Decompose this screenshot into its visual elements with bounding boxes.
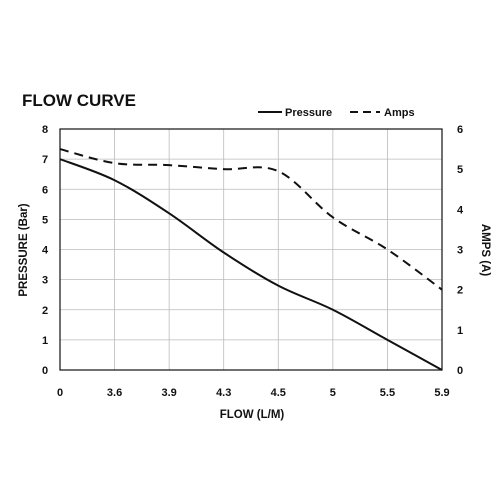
grid-lines — [60, 129, 442, 370]
x-tick-label: 5.9 — [434, 387, 449, 399]
plot-frame — [59, 128, 443, 371]
y-right-tick-label: 5 — [457, 164, 463, 176]
y-right-tick-label: 3 — [457, 245, 463, 257]
legend-label-amps: Amps — [384, 107, 415, 119]
y-left-tick-label: 0 — [42, 365, 48, 377]
x-tick-label: 4.3 — [216, 387, 231, 399]
y-right-tick-label: 2 — [457, 285, 463, 297]
y-left-tick-label: 8 — [42, 124, 48, 136]
y-left-tick-label: 3 — [42, 275, 48, 287]
series-line-pressure — [59, 158, 443, 371]
y-left-tick-label: 7 — [42, 154, 48, 166]
y-left-tick-label: 6 — [42, 184, 48, 196]
y-left-tick-label: 2 — [42, 305, 48, 317]
y-left-axis-label: PRESSURE (Bar) — [18, 203, 30, 296]
x-axis-label: FLOW (L/M) — [220, 409, 285, 421]
legend: Pressure Amps — [258, 107, 415, 119]
y-left-tick-labels: 0 1 2 3 4 5 6 7 8 — [42, 124, 49, 377]
y-right-tick-label: 1 — [457, 325, 463, 337]
y-right-tick-label: 4 — [457, 204, 464, 216]
y-right-tick-labels: 0 1 2 3 4 5 6 — [457, 124, 464, 377]
x-tick-label: 0 — [57, 387, 63, 399]
y-right-axis-label: AMPS (A) — [479, 224, 491, 277]
legend-label-pressure: Pressure — [285, 107, 332, 119]
x-tick-label: 5.5 — [380, 387, 395, 399]
x-tick-label: 5 — [330, 387, 336, 399]
y-right-tick-label: 0 — [457, 365, 463, 377]
series-line-amps — [59, 148, 443, 291]
y-left-tick-label: 5 — [42, 214, 48, 226]
y-left-tick-label: 4 — [42, 245, 49, 257]
x-tick-labels: 0 3.6 3.9 4.3 4.5 5 5.5 5.9 — [57, 387, 450, 399]
series-lines — [59, 148, 443, 371]
x-tick-label: 3.9 — [161, 387, 176, 399]
x-tick-label: 3.6 — [107, 387, 122, 399]
chart-title: FLOW CURVE — [22, 91, 136, 110]
y-left-tick-label: 1 — [42, 335, 48, 347]
x-tick-label: 4.5 — [271, 387, 286, 399]
y-right-tick-label: 6 — [457, 124, 463, 136]
